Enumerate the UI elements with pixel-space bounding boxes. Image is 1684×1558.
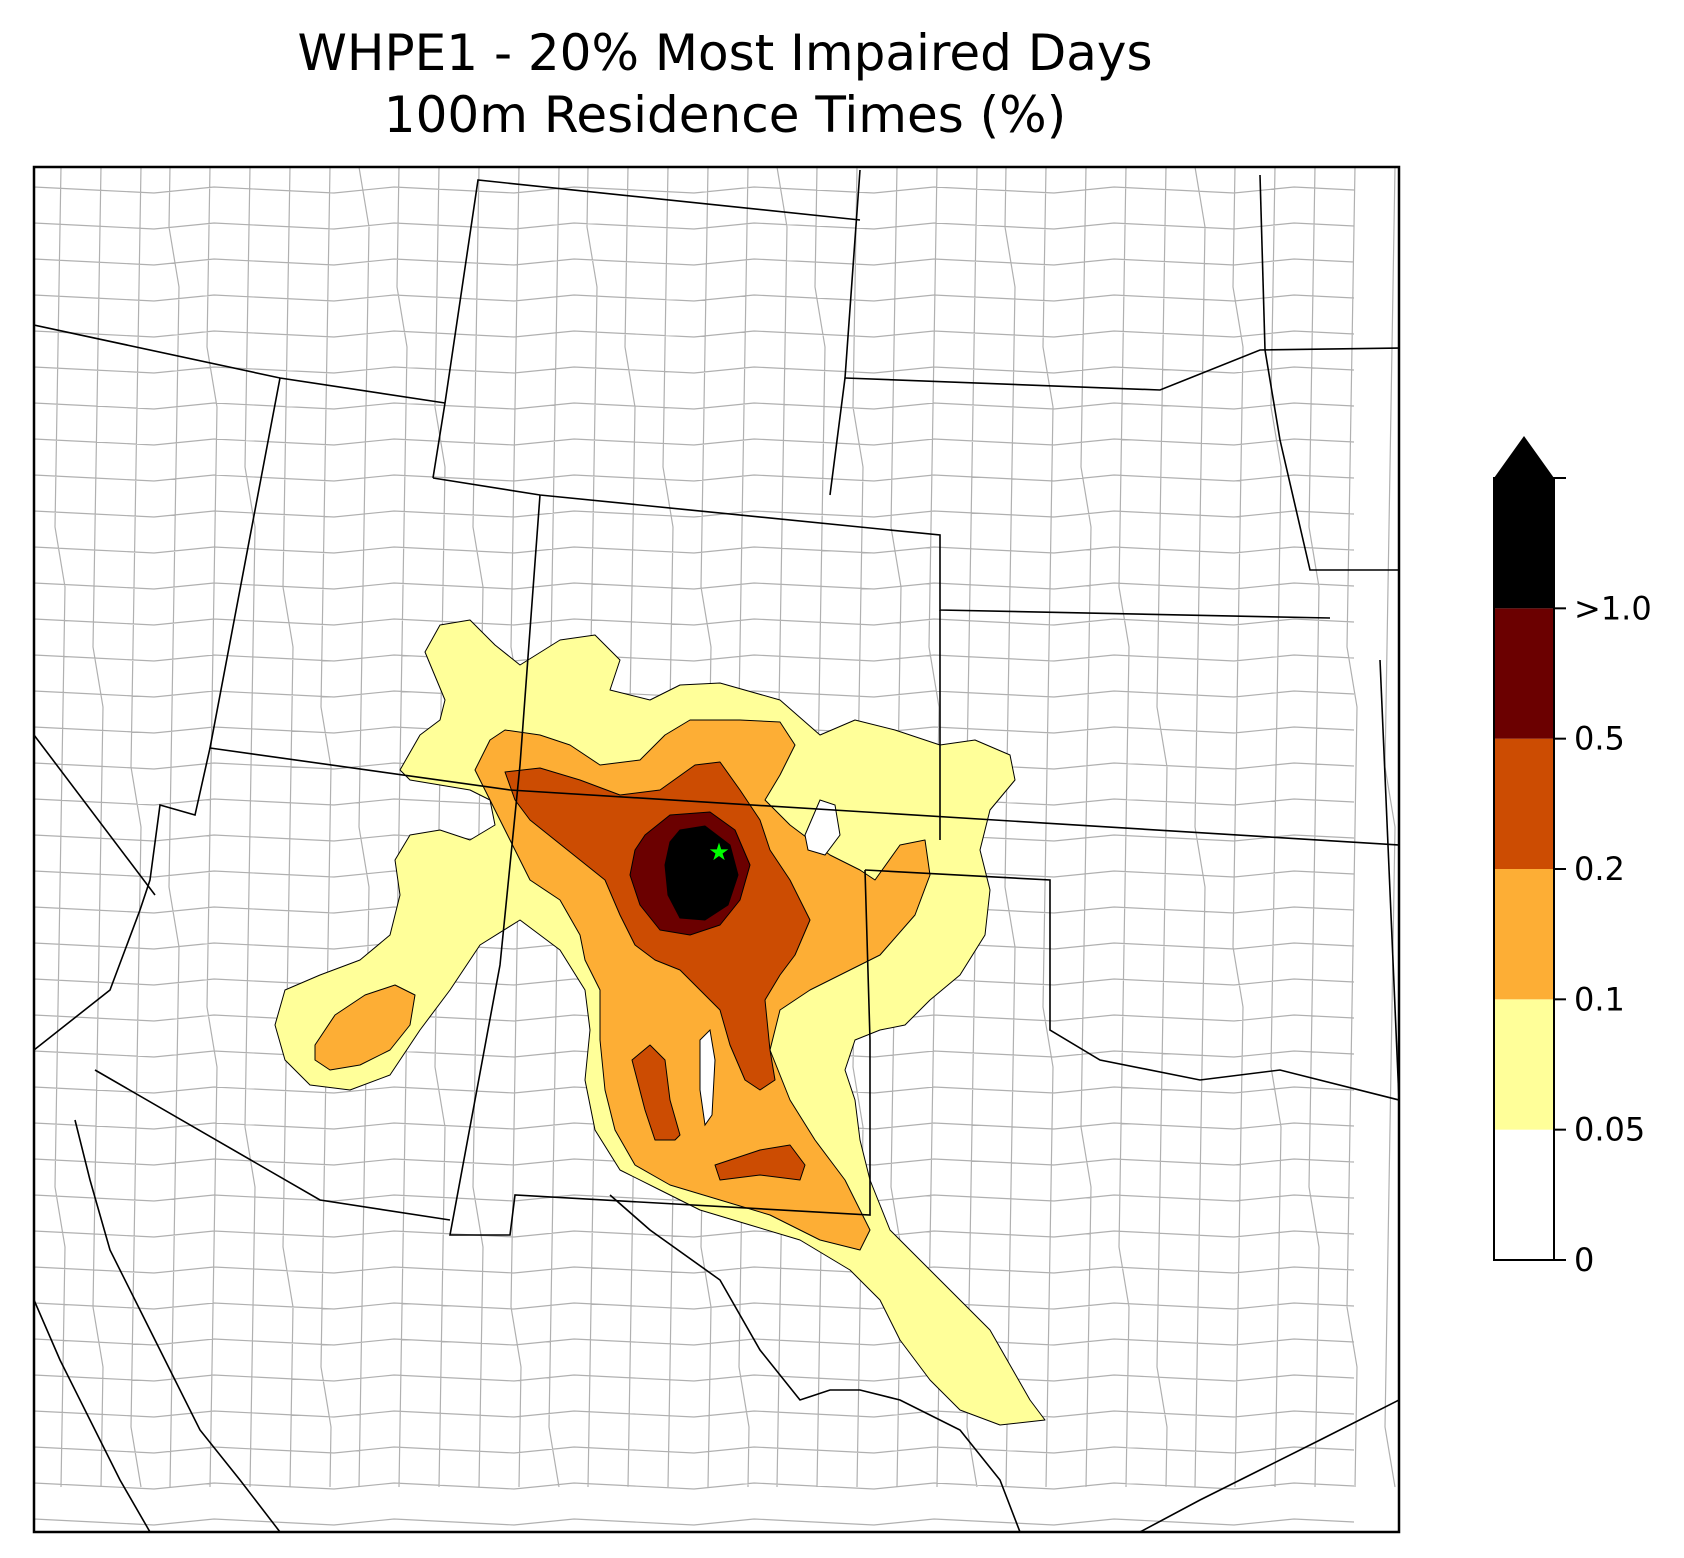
colorbar-segment [1494,478,1554,609]
contour-0-1-west [314,984,416,1071]
colorbar-tick-label: 0.05 [1574,1111,1645,1149]
state-line [1259,174,1266,351]
contour-1-0-center [664,825,739,921]
state-line [432,402,446,479]
coast-line [1139,1399,1399,1532]
state-line [609,1194,1021,1532]
state-line [94,1069,451,1221]
title-line-1: WHPE1 - 20% Most Impaired Days [297,24,1153,82]
colorbar-tick-label: >1.0 [1574,589,1652,627]
state-line [34,734,156,896]
title-line-2: 100m Residence Times (%) [383,86,1067,144]
contour-0-2-southeast [714,1144,806,1181]
contour-0-2-south [631,1044,681,1141]
state-boundaries [34,169,1399,1532]
contour-hole-east [804,799,841,856]
contour-holes [699,799,841,1127]
coast-line [74,1119,281,1532]
colorbar-tick-label: 0 [1574,1241,1594,1279]
state-line [209,377,1399,846]
state-line [864,869,1399,1101]
state-line [1264,349,1399,571]
coast-line [34,1299,151,1532]
colorbar-tick-label: 0.2 [1574,850,1625,888]
site-star-icon: ★ [708,838,730,866]
state-line [844,347,1399,391]
colorbar-segment [1494,608,1554,739]
state-line [34,747,211,1051]
colorbar-segments [1494,478,1554,1260]
state-line [449,494,871,1236]
contour-hole-southwest [699,1028,716,1127]
colorbar-extend-arrow [1494,436,1554,478]
colorbar-segment [1494,999,1554,1130]
colorbar-segment [1494,738,1554,869]
colorbar-tick-label: 0.1 [1574,980,1625,1018]
colorbar-labels: 0 0.05 0.1 0.2 0.5 >1.0 [1574,589,1652,1279]
colorbar-ticks [1554,477,1566,1261]
colorbar-segment [1494,1129,1554,1260]
colorbar-segment [1494,869,1554,1000]
state-line [432,477,1331,619]
state-line [1379,659,1399,1101]
colorbar-tick-label: 0.5 [1574,720,1625,758]
state-line [444,179,861,404]
contour-layer-1-0 [664,825,739,921]
map-frame [32,165,1401,1534]
map-title: WHPE1 - 20% Most Impaired Days 100m Resi… [0,22,1450,146]
